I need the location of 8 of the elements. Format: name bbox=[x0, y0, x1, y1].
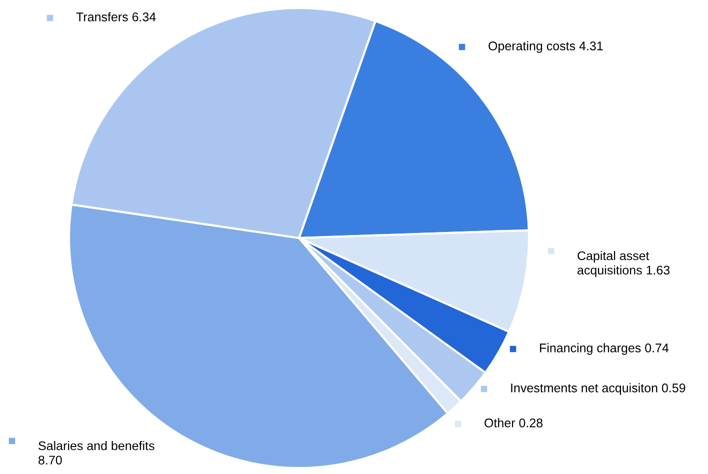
data-label: 8.70 bbox=[38, 456, 62, 465]
legend-label: Operating costs 4.31 bbox=[488, 41, 603, 53]
legend-label: Capital asset acquisitions 1.63 bbox=[578, 251, 670, 278]
legend-label: Salaries and benefits bbox=[38, 441, 154, 450]
legend-label: Investments net acquisiton 0.59 bbox=[511, 383, 686, 395]
legend-label: Transfers 6.34 bbox=[76, 12, 156, 22]
legend-label: Other 0.28 bbox=[484, 418, 543, 428]
legend-label: Financing charges 0.74 bbox=[540, 343, 669, 355]
